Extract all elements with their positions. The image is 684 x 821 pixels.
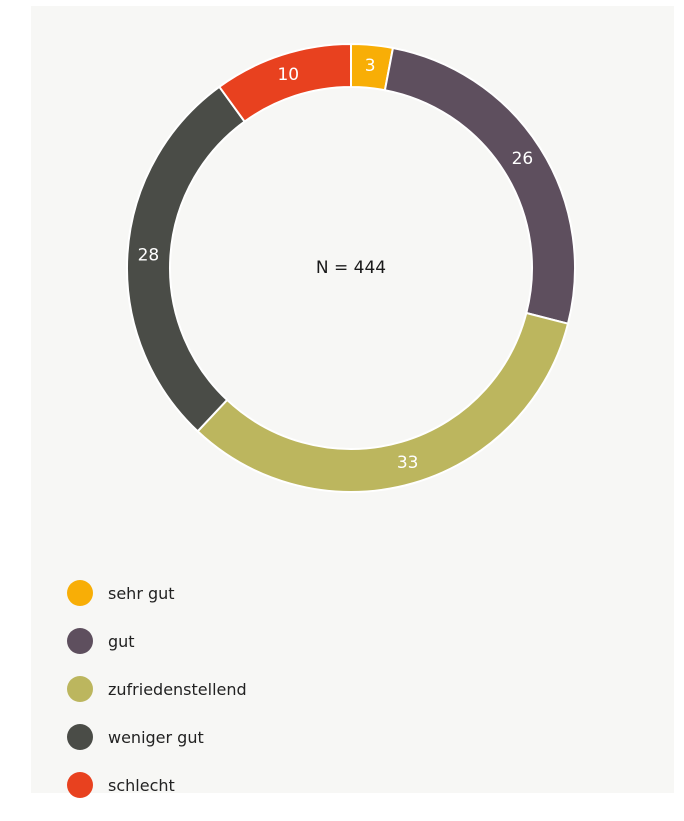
donut-slice-schlecht xyxy=(217,42,352,123)
legend-label: weniger gut xyxy=(108,727,204,747)
legend-swatch xyxy=(67,772,93,798)
center-label: N = 444 xyxy=(316,258,386,278)
donut-chart: 3 26 33 28 10 N = 444 xyxy=(126,42,576,493)
legend-item: zufriedenstellend xyxy=(67,665,247,713)
data-label: 3 xyxy=(365,56,376,76)
donut-slice-zufriedenstellend xyxy=(196,311,570,493)
data-label: 28 xyxy=(138,245,160,265)
legend-item: weniger gut xyxy=(67,713,247,761)
donut-data-labels: 3 26 33 28 10 xyxy=(138,56,534,473)
chart-panel: 3 26 33 28 10 N = 444 sehr gut gut zufriedenst… xyxy=(31,6,674,798)
legend-swatch xyxy=(67,676,93,702)
legend-label: schlecht xyxy=(108,775,175,795)
data-label: 26 xyxy=(512,149,534,169)
legend: sehr gut gut zufriedenstellend weniger gut s… xyxy=(67,569,247,809)
legend-label: zufriedenstellend xyxy=(108,679,247,699)
legend-item: schlecht xyxy=(67,761,247,809)
legend-item: gut xyxy=(67,617,247,665)
legend-label: sehr gut xyxy=(108,583,175,603)
legend-swatch xyxy=(67,580,93,606)
data-label: 10 xyxy=(277,65,299,85)
data-label: 33 xyxy=(397,453,419,473)
legend-label: gut xyxy=(108,631,135,651)
legend-item: sehr gut xyxy=(67,569,247,617)
legend-swatch xyxy=(67,724,93,750)
donut-slices xyxy=(126,42,576,493)
legend-swatch xyxy=(67,628,93,654)
donut-slice-gut xyxy=(383,46,576,325)
